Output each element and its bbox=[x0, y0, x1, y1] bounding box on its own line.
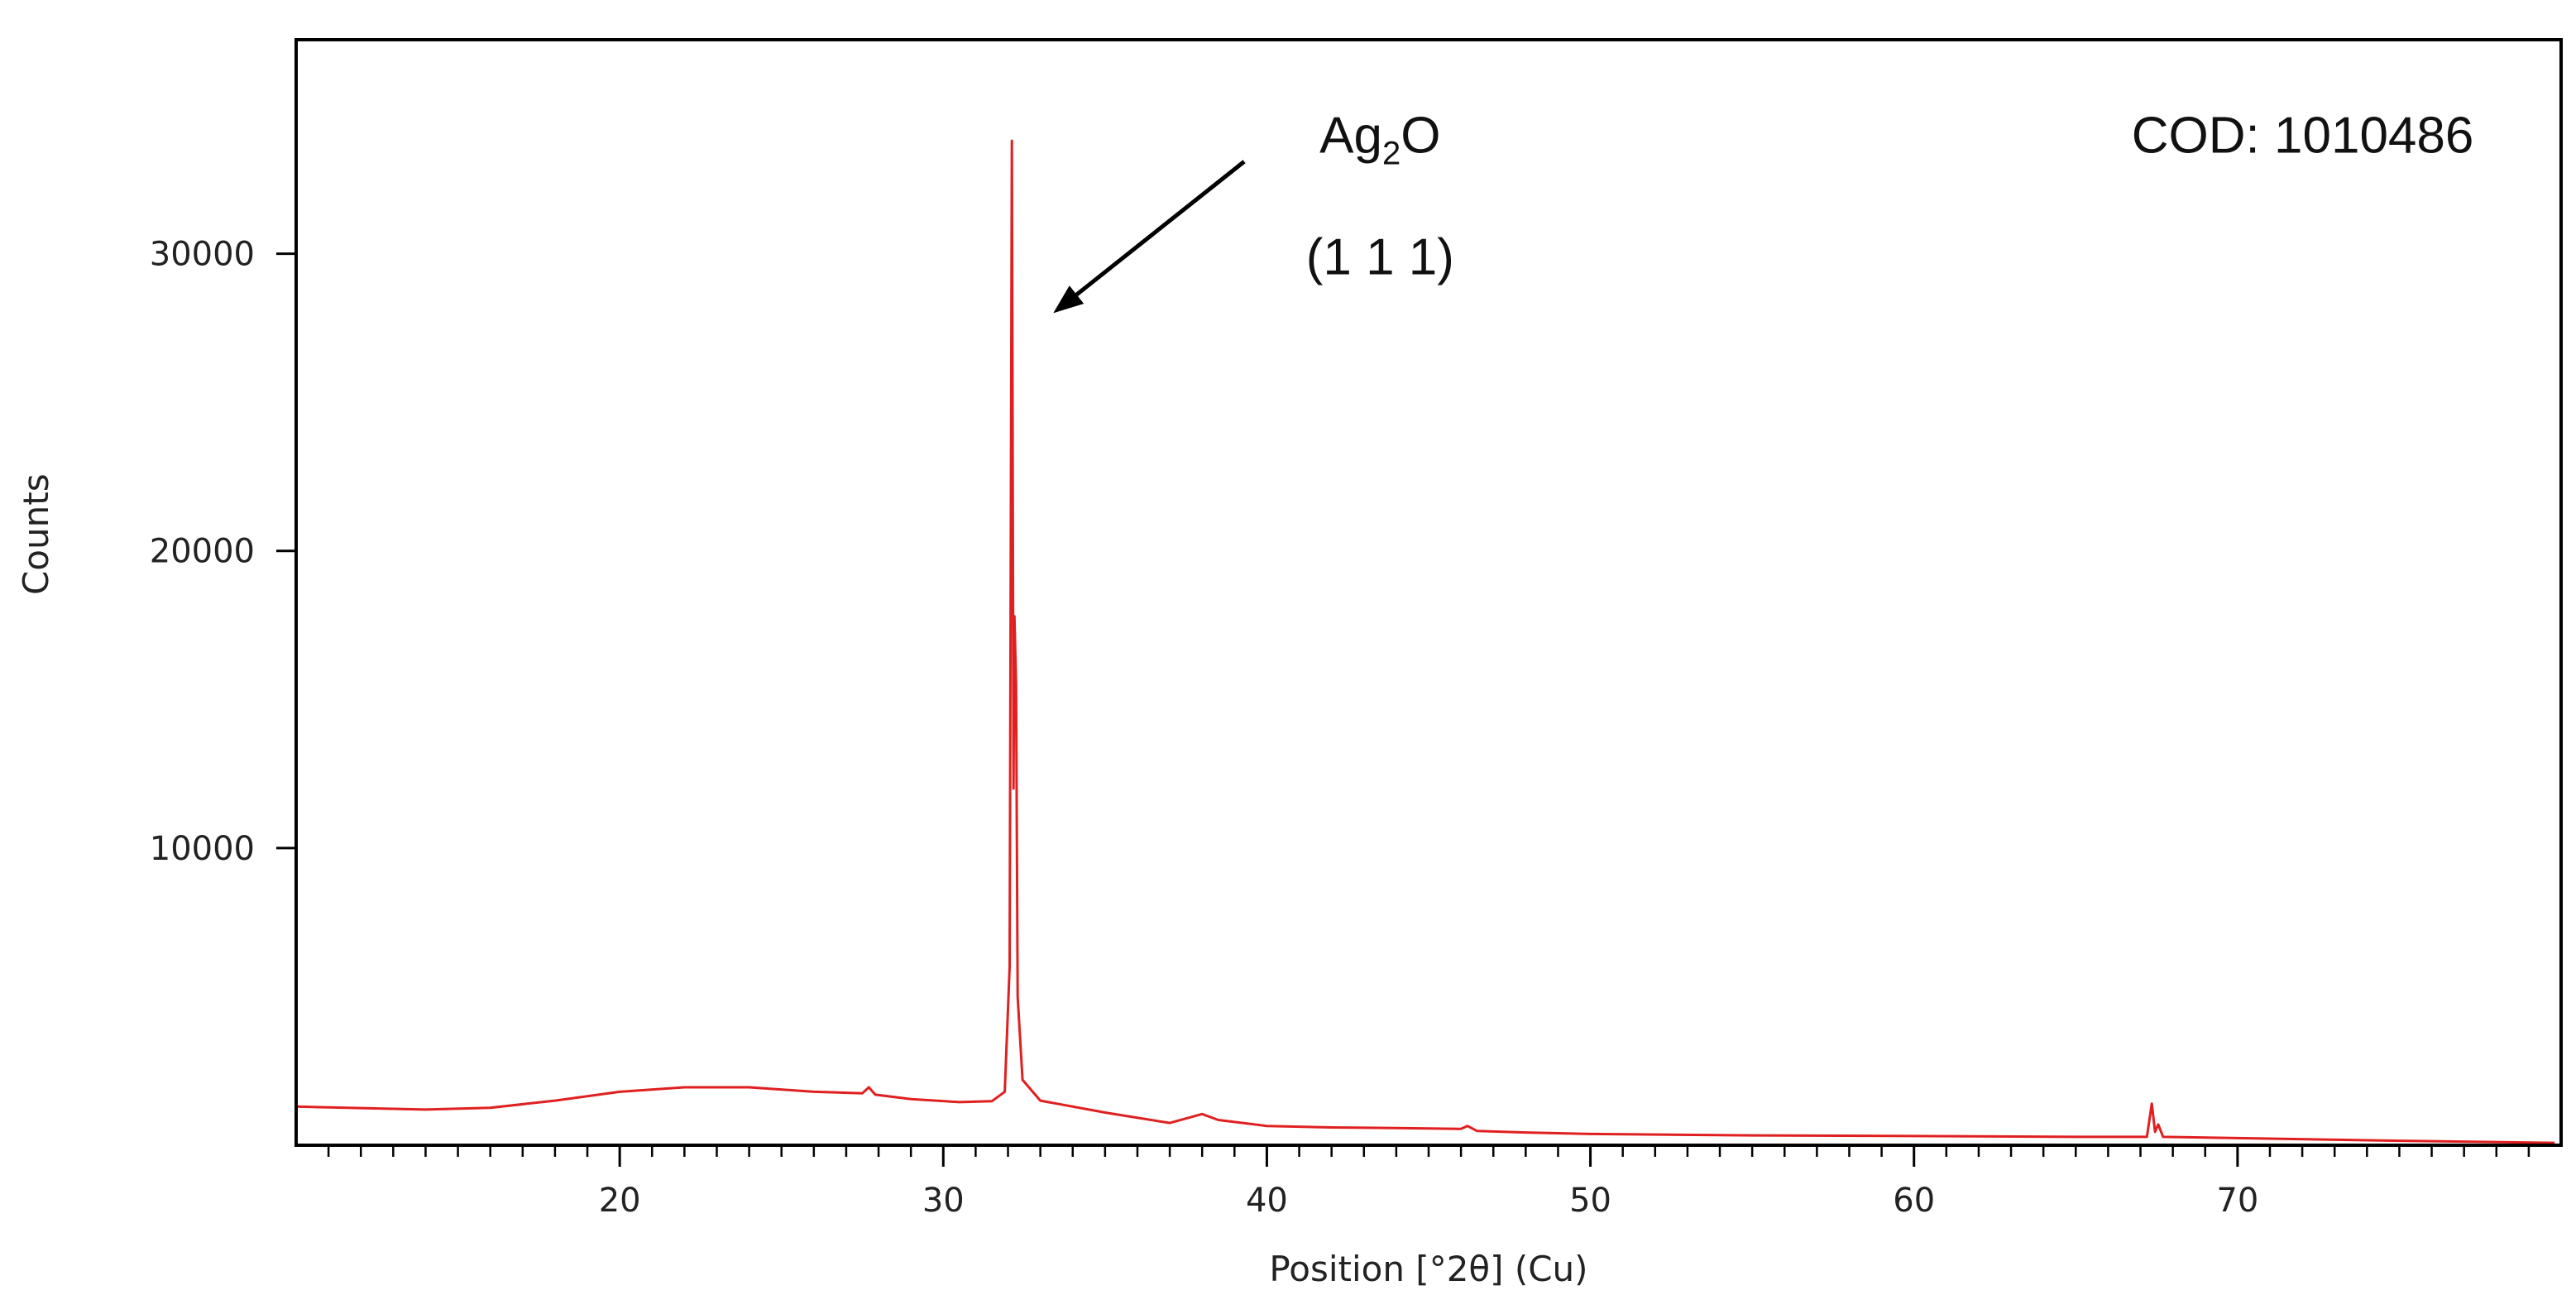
formula-tail: O bbox=[1401, 107, 1440, 164]
x-tick-label: 40 bbox=[1246, 1182, 1288, 1220]
xrd-series-line bbox=[295, 139, 2555, 1144]
ticks-layer bbox=[276, 252, 2531, 1167]
plot-frame bbox=[294, 38, 2563, 1147]
formula-main: Ag bbox=[1319, 107, 1382, 164]
y-tick-label: 30000 bbox=[150, 236, 255, 274]
miller-index-label: (1 1 1) bbox=[1306, 229, 1454, 286]
annotation-layer: Ag2O (1 1 1) COD: 1010486 bbox=[1053, 107, 2474, 314]
arrow-line bbox=[1075, 160, 1246, 296]
x-tick-label: 70 bbox=[2216, 1182, 2258, 1220]
x-tick-label: 50 bbox=[1569, 1182, 1611, 1220]
x-tick-label: 30 bbox=[922, 1182, 965, 1220]
y-tick-label: 10000 bbox=[150, 830, 255, 868]
reference-label: COD: 1010486 bbox=[2132, 107, 2474, 164]
x-axis-title: Position [°2θ] (Cu) bbox=[1269, 1249, 1587, 1289]
arrow-head-icon bbox=[1053, 285, 1085, 314]
y-tick-label: 20000 bbox=[150, 533, 255, 571]
x-tick-label: 20 bbox=[599, 1182, 641, 1220]
x-tick-label: 60 bbox=[1893, 1182, 1935, 1220]
series-layer bbox=[295, 139, 2555, 1144]
tick-labels-layer: 20 30 40 50 60 70 10000 20000 30000 bbox=[150, 236, 2259, 1220]
formula-subscript: 2 bbox=[1382, 135, 1401, 171]
formula-label: Ag2O bbox=[1319, 107, 1440, 171]
y-axis-title: Counts bbox=[16, 473, 56, 595]
